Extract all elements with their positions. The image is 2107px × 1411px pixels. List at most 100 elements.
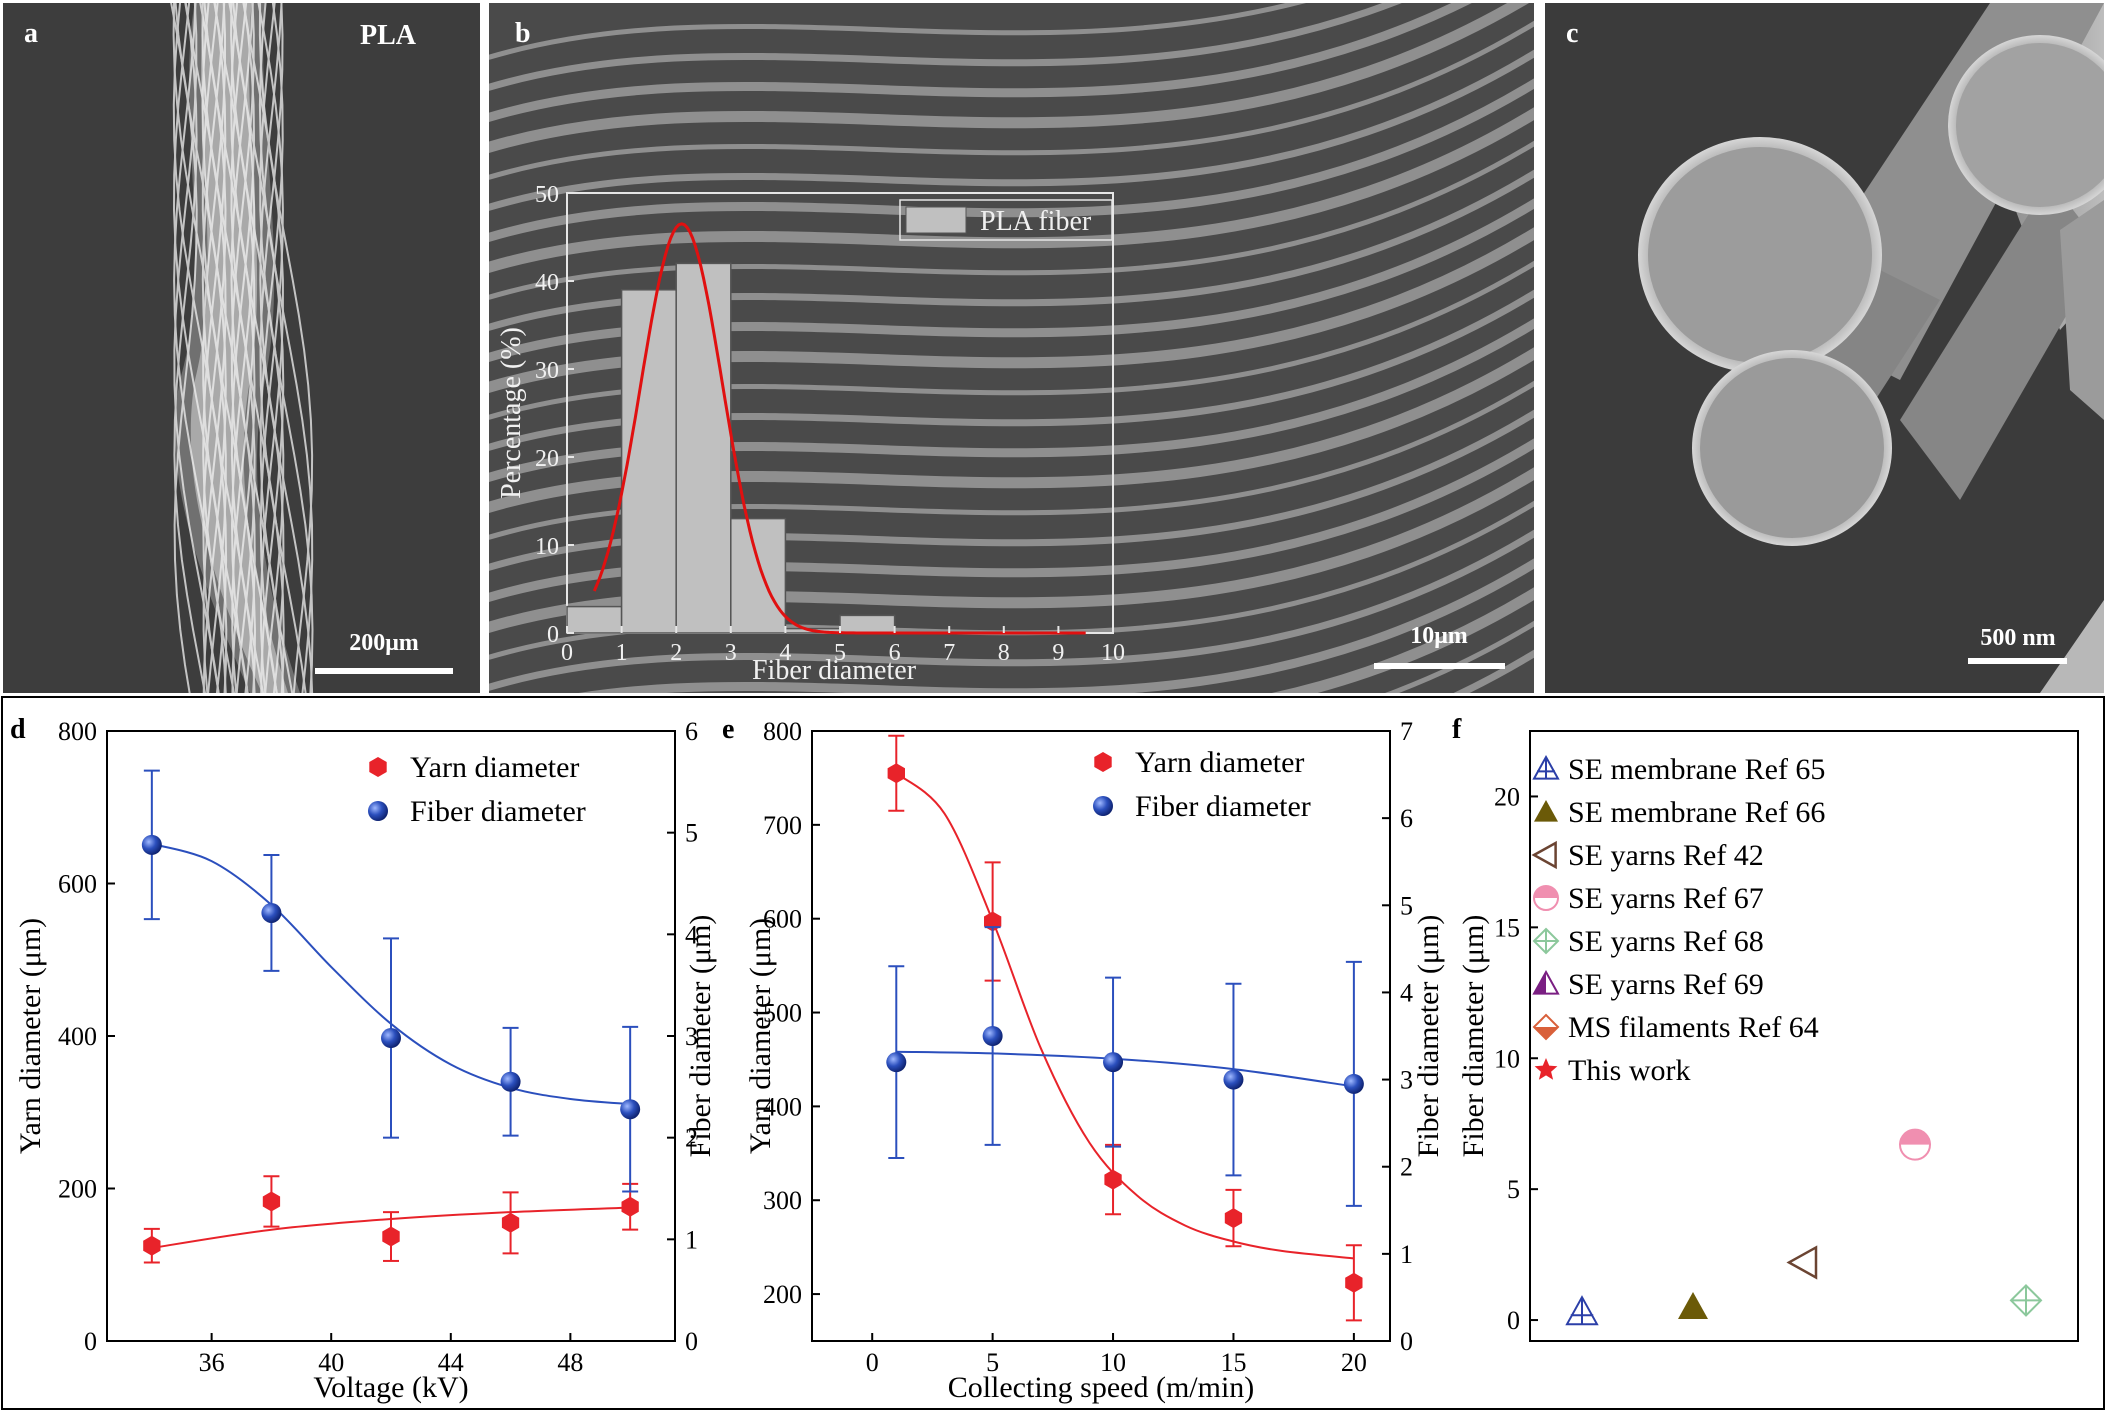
fiber-strand [489, 3, 1472, 123]
inset-x-tick-label: 3 [725, 640, 737, 666]
y-axis-label: Yarn diameter (μm) [14, 918, 47, 1154]
cross-section-image [1638, 3, 2104, 693]
yarn-strand [230, 3, 265, 693]
yarn-strand [202, 3, 249, 693]
yarn-strand [173, 3, 220, 693]
fiber-strand [578, 558, 1534, 693]
y-tick-label: 15 [1494, 913, 1520, 942]
y-tick-label: 20 [1494, 782, 1520, 811]
fiber-fit-curve [151, 842, 631, 1106]
y-tick-label: 400 [763, 1092, 802, 1121]
legend-label: SE yarns Ref 69 [1568, 968, 1764, 1001]
y2-tick-label: 0 [1400, 1327, 1413, 1356]
yarn-point [501, 1212, 520, 1233]
legend-label: SE membrane Ref 66 [1568, 796, 1825, 829]
yarn-strand [173, 3, 206, 693]
fiber-strand [489, 107, 1534, 274]
y-tick-label: 200 [58, 1175, 97, 1204]
fiber-strand [1271, 587, 1534, 693]
y2-tick-label: 1 [685, 1225, 698, 1254]
legend-marker [1534, 1027, 1558, 1039]
y-axis-label: Fiber diameter (μm) [1457, 915, 1490, 1158]
legend-marker [1534, 886, 1558, 898]
yarn-strand [202, 3, 236, 693]
fiber-point [982, 1026, 1003, 1046]
data-point [2009, 1284, 2043, 1317]
histogram-bar [839, 614, 896, 634]
legend-label: SE membrane Ref 65 [1568, 753, 1825, 786]
data-point [1900, 1129, 1930, 1145]
yarn-strand [259, 3, 307, 693]
fiber-point [381, 1028, 401, 1049]
fiber-strand [489, 529, 1534, 692]
legend-label: MS filaments Ref 64 [1568, 1011, 1819, 1044]
bottom-frame [1, 696, 2105, 1410]
histogram-bar [566, 605, 623, 634]
legend-label: Fiber diameter [1135, 790, 1311, 823]
yarn-point [1104, 1169, 1122, 1190]
fiber-strand [489, 20, 1534, 180]
y2-tick-label: 4 [685, 920, 698, 949]
fiber-point [141, 834, 162, 855]
inset-x-tick-label: 0 [561, 640, 573, 666]
fiber-strand [489, 78, 1534, 243]
panel-letter-c: c [1566, 18, 1578, 49]
inset-legend-swatch [905, 206, 967, 234]
y-tick-label: 800 [58, 717, 97, 746]
panel-letter-d: d [10, 714, 26, 745]
y2-axis-label: Fiber diameter (μm) [684, 915, 717, 1158]
histogram-bar [675, 262, 732, 634]
chart-e: 0 5 10 15 20 200 300 400 500 600 700 800 0 1 2 3 4 5 6 7 Col… [744, 717, 1445, 1404]
scale-label-b: 10μm [1410, 623, 1468, 649]
y-tick-label: 400 [58, 1022, 97, 1051]
legend-yarn-marker [1094, 752, 1112, 772]
x-tick-label: 36 [199, 1348, 225, 1377]
x-tick-label: 44 [438, 1348, 464, 1377]
fiber-strand [489, 3, 1529, 154]
legend-label: SE yarns Ref 67 [1568, 882, 1764, 915]
yarn-strand [258, 3, 314, 693]
legend-marker [1534, 1058, 1558, 1080]
legend-marker [1534, 972, 1546, 994]
inset-x-tick-label: 4 [779, 640, 791, 666]
yarn-strand [258, 3, 314, 693]
fiber-point [1103, 1052, 1124, 1073]
material-label: PLA [360, 20, 417, 51]
inset-legend-label: PLA fiber [980, 206, 1092, 237]
y-tick-label: 300 [763, 1186, 802, 1215]
yarn-point [621, 1196, 639, 1217]
histogram-bar [730, 517, 787, 634]
legend-label: This work [1568, 1054, 1691, 1087]
legend-label: Fiber diameter [410, 795, 586, 828]
plot-frame [1529, 730, 2079, 1342]
y-tick-label: 10 [1494, 1044, 1520, 1073]
inset-y-axis-label: Percentage (%) [496, 327, 527, 499]
scale-label-c: 500 nm [1980, 625, 2055, 651]
legend-label: SE yarns Ref 68 [1568, 925, 1764, 958]
yarn-strand [259, 3, 294, 693]
inset-legend-box [899, 199, 1113, 241]
legend-marker [1532, 754, 1560, 780]
x-tick-label: 5 [986, 1348, 999, 1377]
histogram-bar [620, 289, 677, 634]
y-tick-label: 600 [58, 870, 97, 899]
y-tick-label: 600 [763, 905, 802, 934]
panel-b: b 10μm 0 1 2 3 4 5 6 7 8 9 10 0 10 20 30 40 50 Fiber diam… [489, 3, 1534, 693]
chart-f: 0 5 10 15 20 Fiber diameter (μm) SE membrane R… [1457, 730, 2079, 1342]
fiber-point [261, 902, 282, 923]
y2-tick-label: 2 [1400, 1153, 1413, 1182]
y-tick-label: 200 [763, 1280, 802, 1309]
x-tick-label: 0 [866, 1348, 879, 1377]
panel-letter-a: a [24, 18, 38, 49]
inset-y-tick-label: 40 [535, 270, 559, 296]
fiber-strand [489, 3, 1402, 92]
histogram-inset: 0 1 2 3 4 5 6 7 8 9 10 0 10 20 30 40 50 Fiber diameter Per… [496, 182, 1125, 686]
y2-axis-label: Fiber diameter (μm) [1412, 915, 1445, 1158]
y2-tick-label: 7 [1400, 717, 1413, 746]
inset-x-tick-label: 10 [1101, 640, 1125, 666]
x-tick-label: 40 [318, 1348, 344, 1377]
y-tick-label: 0 [84, 1327, 97, 1356]
yarn-point [1345, 1272, 1363, 1293]
fiber-point [620, 1099, 641, 1120]
